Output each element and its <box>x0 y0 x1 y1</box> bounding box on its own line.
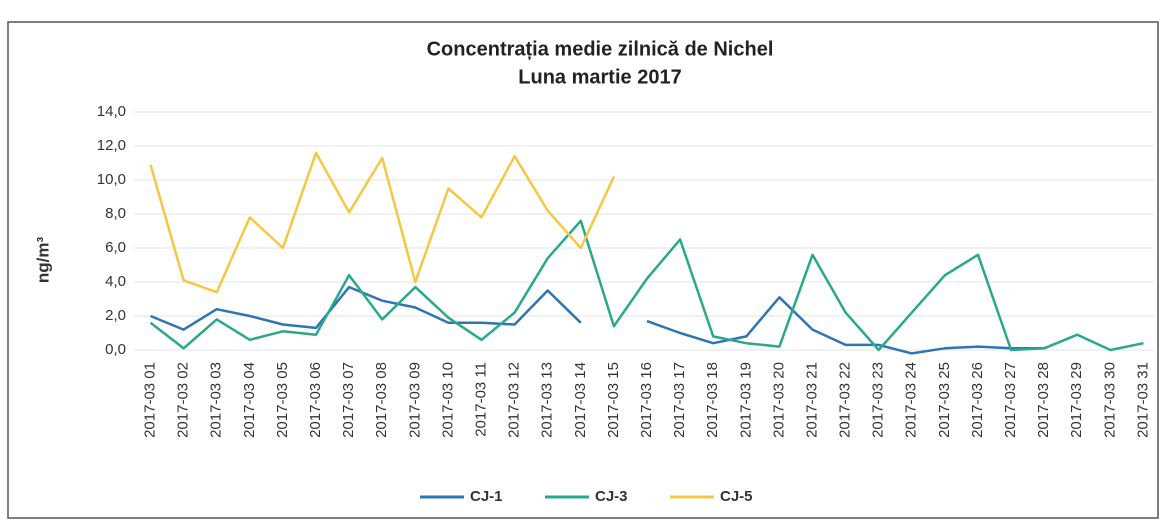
x-tick-label: 2017-03 24 <box>903 362 920 438</box>
x-tick-label: 2017-03 18 <box>704 362 721 438</box>
x-tick-label: 2017-03 23 <box>870 362 887 438</box>
x-tick-label: 2017-03 19 <box>737 362 754 438</box>
y-tick-label: 2,0 <box>105 307 126 324</box>
x-tick-label: 2017-03 10 <box>439 362 456 438</box>
chart-subtitle: Luna martie 2017 <box>518 66 681 88</box>
x-tick-label: 2017-03 08 <box>373 362 390 438</box>
x-tick-label: 2017-03 06 <box>307 362 324 438</box>
x-tick-label: 2017-03 30 <box>1101 362 1118 438</box>
x-tick-label: 2017-03 28 <box>1035 362 1052 438</box>
x-tick-label: 2017-03 21 <box>803 362 820 438</box>
legend-label: CJ-5 <box>720 488 753 505</box>
x-tick-label: 2017-03 11 <box>472 362 489 437</box>
series-line <box>149 219 1144 352</box>
x-tick-label: 2017-03 13 <box>539 362 556 438</box>
chart-border <box>7 21 1159 519</box>
x-tick-label: 2017-03 27 <box>1002 362 1019 438</box>
x-tick-label: 2017-03 14 <box>572 362 589 438</box>
series-line <box>150 285 1045 355</box>
y-tick-label: 14,0 <box>97 103 126 120</box>
chart-title: Concentrația medie zilnică de Nichel <box>427 38 774 60</box>
x-tick-label: 2017-03 03 <box>208 362 225 438</box>
x-tick-label: 2017-03 09 <box>406 362 423 438</box>
y-tick-label: 0,0 <box>105 341 126 358</box>
x-tick-label: 2017-03 01 <box>142 362 159 438</box>
x-tick-label: 2017-03 02 <box>175 362 192 438</box>
x-tick-label: 2017-03 26 <box>969 362 986 438</box>
y-tick-label: 10,0 <box>97 171 126 188</box>
y-tick-label: 8,0 <box>105 205 126 222</box>
x-tick-label: 2017-03 15 <box>605 362 622 438</box>
x-tick-label: 2017-03 31 <box>1134 362 1151 438</box>
series-line <box>149 151 616 294</box>
x-tick-label: 2017-03 16 <box>638 362 655 438</box>
x-tick-label: 2017-03 25 <box>936 362 953 438</box>
legend-label: CJ-1 <box>470 488 503 505</box>
x-tick-label: 2017-03 12 <box>506 362 523 438</box>
x-tick-label: 2017-03 20 <box>770 362 787 438</box>
legend-label: CJ-3 <box>595 488 628 505</box>
x-tick-label: 2017-03 29 <box>1068 362 1085 438</box>
x-tick-label: 2017-03 07 <box>340 362 357 438</box>
y-tick-label: 12,0 <box>97 137 126 154</box>
x-tick-label: 2017-03 04 <box>241 362 258 438</box>
y-axis-label: ng/m³ <box>33 237 52 284</box>
x-tick-label: 2017-03 05 <box>274 362 291 438</box>
y-tick-label: 4,0 <box>105 273 126 290</box>
y-tick-label: 6,0 <box>105 239 126 256</box>
x-tick-label: 2017-03 17 <box>671 362 688 438</box>
x-tick-label: 2017-03 22 <box>837 362 854 438</box>
